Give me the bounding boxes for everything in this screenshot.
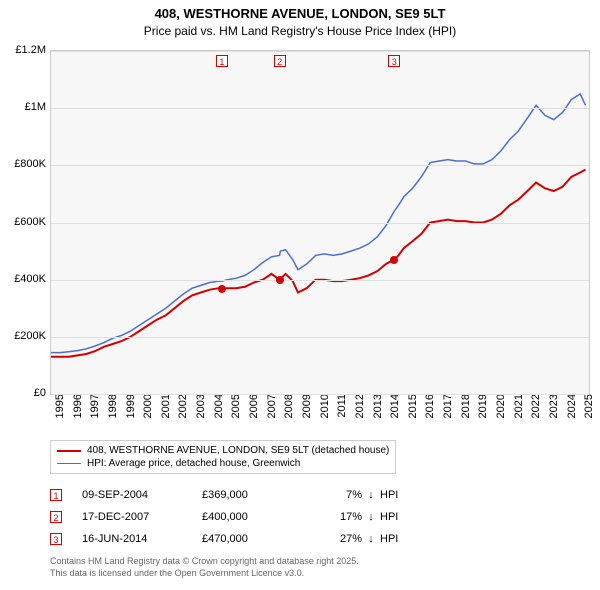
sales-price: £369,000	[202, 489, 302, 501]
xtick-label: 2013	[372, 394, 384, 434]
sales-suffix: HPI	[380, 533, 410, 545]
xtick-label: 2000	[142, 394, 154, 434]
xtick-label: 2020	[495, 394, 507, 434]
ytick-label: £600K	[2, 216, 46, 228]
sale-point	[276, 276, 284, 284]
xtick-label: 2012	[354, 394, 366, 434]
xtick-label: 2010	[319, 394, 331, 434]
ytick-label: £400K	[2, 273, 46, 285]
xtick-label: 2006	[248, 394, 260, 434]
sales-row: 2 17-DEC-2007£400,00017%↓HPI	[50, 506, 410, 528]
chart-marker: 3	[388, 55, 400, 67]
legend-swatch-hpi	[57, 463, 81, 465]
legend-swatch-property	[57, 450, 81, 452]
xtick-label: 2024	[566, 394, 578, 434]
sales-date: 09-SEP-2004	[82, 489, 202, 501]
xtick-label: 2022	[530, 394, 542, 434]
xtick-label: 2018	[460, 394, 472, 434]
xtick-label: 2009	[301, 394, 313, 434]
sales-pct: 7%	[302, 489, 362, 501]
xtick-label: 2021	[513, 394, 525, 434]
chart-title-line1: 408, WESTHORNE AVENUE, LONDON, SE9 5LT	[0, 0, 600, 23]
legend-label-property: 408, WESTHORNE AVENUE, LONDON, SE9 5LT (…	[87, 445, 389, 456]
xtick-label: 2007	[266, 394, 278, 434]
sales-pct: 27%	[302, 533, 362, 545]
sales-row-marker: 1	[50, 489, 62, 501]
footer-line2: This data is licensed under the Open Gov…	[50, 568, 359, 580]
chart-title-line2: Price paid vs. HM Land Registry's House …	[0, 23, 600, 38]
sales-price: £400,000	[202, 511, 302, 523]
ytick-label: £0	[2, 387, 46, 399]
legend-item-property: 408, WESTHORNE AVENUE, LONDON, SE9 5LT (…	[57, 444, 389, 457]
sales-date: 16-JUN-2014	[82, 533, 202, 545]
ytick-label: £200K	[2, 330, 46, 342]
down-arrow-icon: ↓	[362, 511, 380, 523]
xtick-label: 1999	[125, 394, 137, 434]
xtick-label: 2025	[583, 394, 595, 434]
xtick-label: 2008	[283, 394, 295, 434]
xtick-label: 2004	[213, 394, 225, 434]
ytick-label: £800K	[2, 158, 46, 170]
ytick-label: £1M	[2, 101, 46, 113]
xtick-label: 1996	[72, 394, 84, 434]
down-arrow-icon: ↓	[362, 533, 380, 545]
xtick-label: 2001	[160, 394, 172, 434]
sales-row-marker: 2	[50, 511, 62, 523]
sales-row-marker: 3	[50, 533, 62, 545]
sales-row: 1 09-SEP-2004£369,0007%↓HPI	[50, 484, 410, 506]
legend-label-hpi: HPI: Average price, detached house, Gree…	[87, 458, 300, 469]
chart-marker: 1	[216, 55, 228, 67]
chart-container: 408, WESTHORNE AVENUE, LONDON, SE9 5LT P…	[0, 0, 600, 590]
sales-suffix: HPI	[380, 489, 410, 501]
sales-table: 109-SEP-2004£369,0007%↓HPI217-DEC-2007£4…	[50, 484, 410, 550]
xtick-label: 1995	[54, 394, 66, 434]
xtick-label: 2015	[407, 394, 419, 434]
sales-date: 17-DEC-2007	[82, 511, 202, 523]
plot-area: 1 2 3	[50, 50, 590, 395]
sales-pct: 17%	[302, 511, 362, 523]
footer-line1: Contains HM Land Registry data © Crown c…	[50, 556, 359, 568]
ytick-label: £1.2M	[2, 44, 46, 56]
xtick-label: 2002	[177, 394, 189, 434]
sales-row: 3 16-JUN-2014£470,00027%↓HPI	[50, 528, 410, 550]
legend: 408, WESTHORNE AVENUE, LONDON, SE9 5LT (…	[50, 440, 396, 474]
sales-price: £470,000	[202, 533, 302, 545]
xtick-label: 2023	[548, 394, 560, 434]
xtick-label: 1998	[107, 394, 119, 434]
xtick-label: 2005	[230, 394, 242, 434]
sale-point	[218, 285, 226, 293]
xtick-label: 2014	[389, 394, 401, 434]
sales-suffix: HPI	[380, 511, 410, 523]
chart-marker: 2	[274, 55, 286, 67]
xtick-label: 2019	[477, 394, 489, 434]
legend-item-hpi: HPI: Average price, detached house, Gree…	[57, 457, 389, 470]
xtick-label: 2017	[442, 394, 454, 434]
xtick-label: 2016	[424, 394, 436, 434]
sale-point	[390, 256, 398, 264]
down-arrow-icon: ↓	[362, 489, 380, 501]
footer: Contains HM Land Registry data © Crown c…	[50, 556, 359, 579]
xtick-label: 1997	[89, 394, 101, 434]
xtick-label: 2011	[336, 394, 348, 434]
xtick-label: 2003	[195, 394, 207, 434]
series-line-property	[51, 170, 586, 357]
